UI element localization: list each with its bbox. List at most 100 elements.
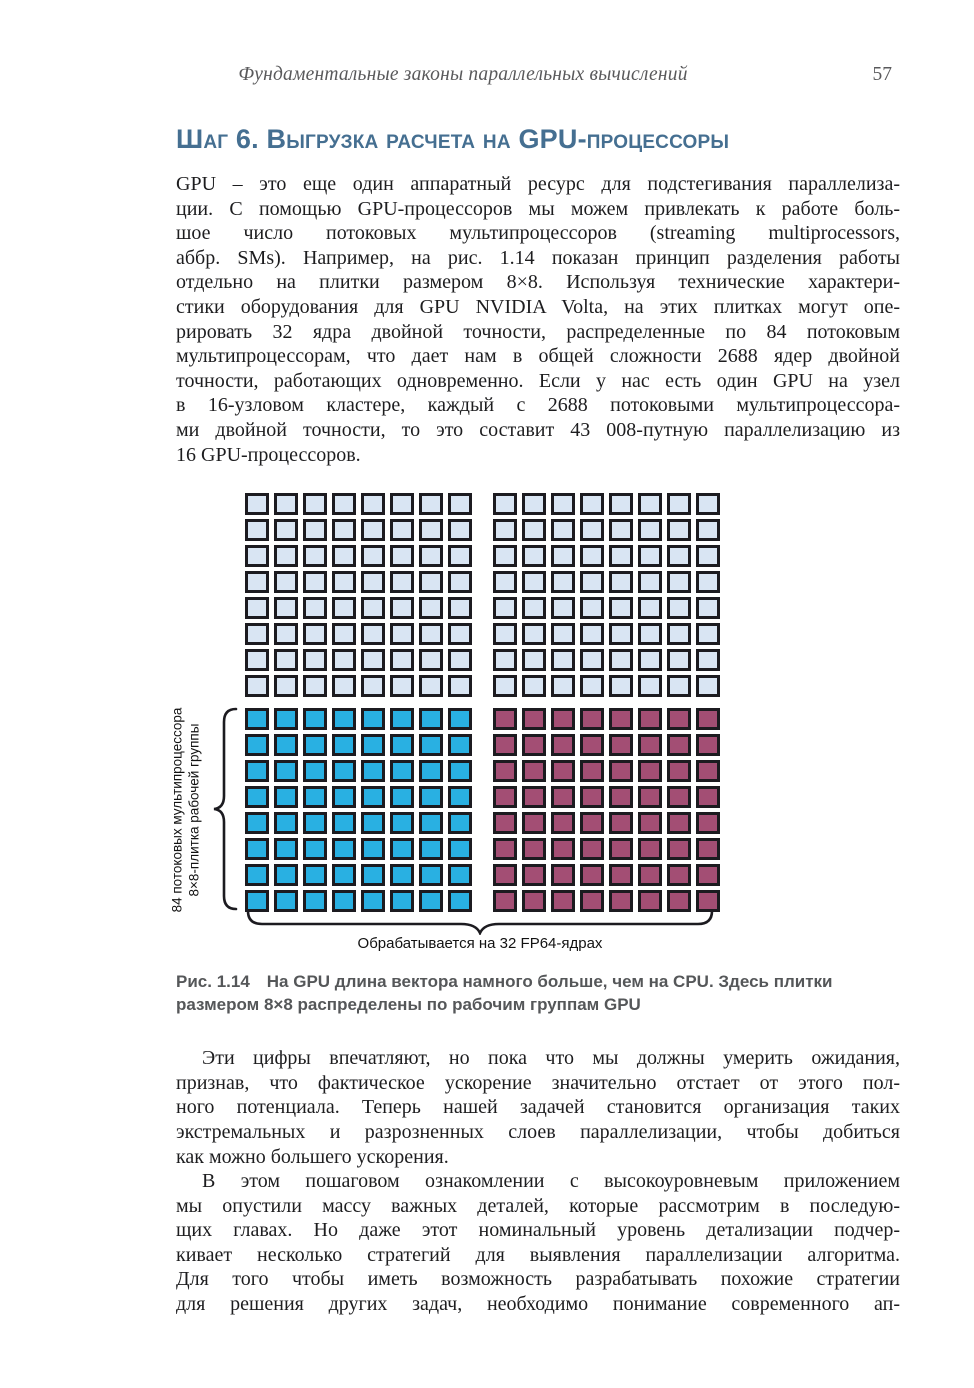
grid-cell: [390, 493, 414, 516]
page-number: 57: [872, 64, 893, 85]
figure-left-label: 84 потоковых мультипроцессора 8×8-плитка …: [169, 708, 209, 913]
grid-cell: [551, 597, 575, 620]
grid-cell: [332, 812, 356, 835]
grid-cell: [667, 519, 691, 542]
grid-cell: [303, 864, 327, 887]
text-line: размером 8×8 распределены по рабочим гру…: [176, 994, 641, 1014]
grid-cell: [361, 838, 385, 861]
grid-cell: [245, 519, 269, 542]
grid-cell: [390, 649, 414, 672]
grid-cell: [303, 623, 327, 646]
grid-cell: [274, 571, 298, 594]
grid-cell: [448, 786, 472, 809]
text-line: ного потенциала. Теперь нашей задачей ст…: [176, 1096, 900, 1119]
grid-cell: [609, 623, 633, 646]
grid-cell: [274, 545, 298, 568]
text-line: 8×8-плитка рабочей группы: [186, 723, 202, 897]
grid-cell: [390, 597, 414, 620]
grid-cell: [551, 623, 575, 646]
grid-cell: [638, 493, 662, 516]
grid-cell: [667, 675, 691, 698]
grid-cell: [274, 864, 298, 887]
grid-cell: [493, 760, 517, 783]
grid-cell: [390, 708, 414, 731]
bottom-curly-brace: [246, 909, 714, 936]
grid-cell: [245, 708, 269, 731]
grid-cell: [274, 649, 298, 672]
grid-cell: [361, 890, 385, 913]
text-line: точности, работающих одновременно. Если …: [176, 369, 900, 392]
grid-cell: [419, 786, 443, 809]
text-line: для решения других задач, необходимо пон…: [176, 1293, 900, 1316]
grid-cell: [667, 545, 691, 568]
grid-cell: [667, 493, 691, 516]
grid-cell: [245, 734, 269, 757]
grid-cell: [303, 493, 327, 516]
grid-cell: [551, 493, 575, 516]
grid-cell: [274, 708, 298, 731]
grid-cell: [419, 519, 443, 542]
tile-grid-bottom-right-maroon: [493, 708, 720, 913]
grid-cell: [522, 623, 546, 646]
grid-cell: [609, 864, 633, 887]
grid-cell: [551, 708, 575, 731]
grid-cell: [609, 493, 633, 516]
grid-cell: [419, 734, 443, 757]
grid-cell: [638, 623, 662, 646]
grid-cell: [332, 493, 356, 516]
grid-cell: [493, 649, 517, 672]
text-line: В этом пошаговом ознакомлении с высокоур…: [202, 1170, 900, 1193]
grid-cell: [609, 760, 633, 783]
grid-cell: [580, 519, 604, 542]
grid-cell: [580, 864, 604, 887]
grid-cell: [274, 760, 298, 783]
grid-cell: [390, 734, 414, 757]
grid-cell: [493, 597, 517, 620]
grid-cell: [580, 545, 604, 568]
grid-cell: [580, 812, 604, 835]
grid-cell: [303, 519, 327, 542]
grid-cell: [361, 734, 385, 757]
grid-cell: [667, 597, 691, 620]
grid-cell: [361, 812, 385, 835]
grid-cell: [274, 597, 298, 620]
grid-cell: [419, 812, 443, 835]
grid-cell: [361, 545, 385, 568]
grid-cell: [274, 675, 298, 698]
grid-cell: [580, 786, 604, 809]
text-line: аббр. SMs). Например, на рис. 1.14 показ…: [176, 246, 900, 269]
grid-cell: [580, 838, 604, 861]
grid-cell: [303, 708, 327, 731]
grid-cell: [696, 786, 720, 809]
grid-cell: [522, 675, 546, 698]
grid-cell: [667, 812, 691, 835]
text-line: отдельно на плитки размером 8×8. Использ…: [176, 271, 900, 294]
grid-cell: [609, 890, 633, 913]
grid-cell: [332, 760, 356, 783]
grid-cell: [303, 838, 327, 861]
grid-cell: [551, 838, 575, 861]
grid-cell: [361, 675, 385, 698]
tile-grid-top-left: [245, 493, 472, 698]
grid-cell: [493, 890, 517, 913]
grid-cell: [332, 675, 356, 698]
grid-cell: [245, 890, 269, 913]
grid-cell: [493, 838, 517, 861]
grid-cell: [361, 519, 385, 542]
grid-cell: [696, 649, 720, 672]
grid-cell: [361, 760, 385, 783]
figure-bottom-label: Обрабатывается на 32 FP64-ядрах: [357, 935, 603, 953]
grid-cell: [493, 734, 517, 757]
grid-cell: [667, 571, 691, 594]
grid-cell: [609, 675, 633, 698]
grid-cell: [609, 812, 633, 835]
grid-cell: [580, 675, 604, 698]
grid-cell: [274, 493, 298, 516]
grid-cell: [332, 786, 356, 809]
grid-cell: [667, 760, 691, 783]
grid-cell: [419, 708, 443, 731]
grid-cell: [609, 708, 633, 731]
grid-cell: [522, 734, 546, 757]
grid-cell: [332, 890, 356, 913]
grid-cell: [580, 649, 604, 672]
